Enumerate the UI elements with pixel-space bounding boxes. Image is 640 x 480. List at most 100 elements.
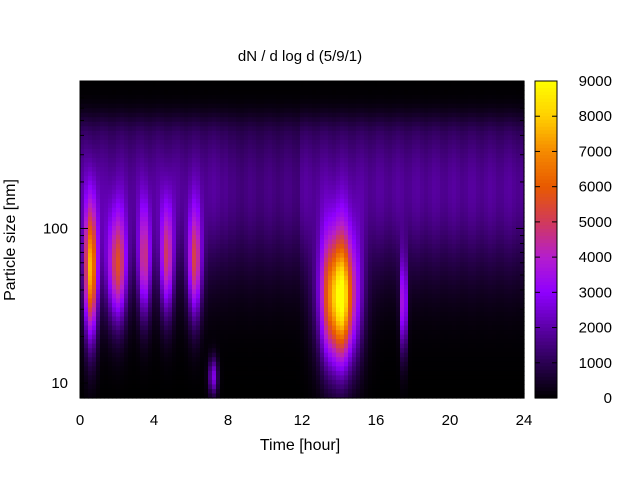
heatmap-cell bbox=[192, 352, 197, 358]
heatmap-cell bbox=[176, 239, 181, 245]
heatmap-cell bbox=[332, 225, 337, 232]
heatmap-cell bbox=[104, 153, 109, 159]
heatmap-cell bbox=[132, 262, 137, 268]
heatmap-cell bbox=[100, 185, 105, 191]
heatmap-cell bbox=[224, 126, 229, 132]
heatmap-cell bbox=[356, 361, 361, 367]
heatmap-cell bbox=[204, 307, 209, 313]
heatmap-cell bbox=[252, 388, 257, 395]
heatmap-cell bbox=[116, 171, 121, 177]
heatmap-cell bbox=[180, 148, 185, 155]
heatmap-cell bbox=[252, 316, 257, 322]
heatmap-cell bbox=[324, 108, 329, 114]
heatmap-cell bbox=[196, 112, 201, 118]
heatmap-cell bbox=[360, 234, 365, 241]
heatmap-cell bbox=[308, 171, 313, 177]
heatmap-cell bbox=[260, 289, 265, 295]
heatmap-cell bbox=[252, 126, 257, 132]
heatmap-cell bbox=[148, 157, 153, 164]
heatmap-cell bbox=[132, 357, 137, 363]
heatmap-cell bbox=[312, 180, 317, 186]
heatmap-cell bbox=[232, 85, 237, 91]
heatmap-cell bbox=[112, 339, 117, 345]
heatmap-cell bbox=[204, 167, 209, 173]
heatmap-cell bbox=[284, 171, 289, 177]
heatmap-cell bbox=[172, 94, 177, 100]
heatmap-cell bbox=[92, 185, 97, 191]
heatmap-cell bbox=[348, 203, 353, 209]
heatmap-cell bbox=[348, 393, 353, 399]
heatmap-cell bbox=[104, 275, 109, 281]
heatmap-cell bbox=[272, 139, 277, 145]
heatmap-cell bbox=[232, 171, 237, 177]
heatmap-cell bbox=[108, 130, 113, 136]
heatmap-cell bbox=[232, 234, 237, 241]
heatmap-cell bbox=[176, 271, 181, 277]
heatmap-cell bbox=[336, 239, 341, 245]
heatmap-cell bbox=[208, 126, 213, 132]
heatmap-cell bbox=[148, 207, 153, 213]
heatmap-cell bbox=[340, 316, 345, 322]
heatmap-cell bbox=[328, 325, 333, 331]
heatmap-cell bbox=[220, 85, 225, 91]
heatmap-cell bbox=[172, 262, 177, 268]
heatmap-cell bbox=[176, 257, 181, 263]
heatmap-cell bbox=[200, 126, 205, 132]
heatmap-cell bbox=[284, 289, 289, 295]
heatmap-cell bbox=[184, 139, 189, 145]
heatmap-cell bbox=[224, 307, 229, 313]
heatmap-cell bbox=[364, 135, 369, 141]
heatmap-cell bbox=[216, 171, 221, 177]
heatmap-cell bbox=[248, 112, 253, 118]
heatmap-cell bbox=[336, 230, 341, 236]
heatmap-cell bbox=[300, 230, 305, 236]
heatmap-cell bbox=[256, 216, 261, 222]
heatmap-cell bbox=[216, 99, 221, 105]
heatmap-cell bbox=[320, 212, 325, 218]
heatmap-cell bbox=[304, 139, 309, 145]
heatmap-cell bbox=[232, 94, 237, 100]
heatmap-cell bbox=[212, 298, 217, 304]
heatmap-cell bbox=[304, 234, 309, 241]
heatmap-cell bbox=[164, 216, 169, 222]
heatmap-cell bbox=[256, 302, 261, 309]
heatmap-cell bbox=[212, 135, 217, 141]
heatmap-cell bbox=[328, 121, 333, 127]
heatmap-cell bbox=[104, 266, 109, 272]
heatmap-cell bbox=[248, 221, 253, 227]
heatmap-cell bbox=[88, 339, 93, 345]
heatmap-cell bbox=[252, 348, 257, 354]
heatmap-cell bbox=[136, 117, 141, 123]
heatmap-cell bbox=[128, 185, 133, 191]
heatmap-cell bbox=[156, 361, 161, 367]
heatmap-cell bbox=[192, 108, 197, 114]
heatmap-cell bbox=[300, 126, 305, 132]
heatmap-cell bbox=[212, 271, 217, 277]
heatmap-cell bbox=[356, 302, 361, 309]
heatmap-cell bbox=[304, 81, 309, 87]
heatmap-cell bbox=[240, 221, 245, 227]
heatmap-cell bbox=[264, 176, 269, 182]
heatmap-cell bbox=[308, 388, 313, 395]
heatmap-cell bbox=[224, 298, 229, 304]
heatmap-cell bbox=[144, 280, 149, 286]
heatmap-cell bbox=[204, 271, 209, 277]
heatmap-cell bbox=[196, 343, 201, 349]
heatmap-cell bbox=[192, 370, 197, 376]
heatmap-cell bbox=[120, 108, 125, 114]
heatmap-cell bbox=[316, 298, 321, 304]
heatmap-cell bbox=[292, 275, 297, 281]
heatmap-cell bbox=[212, 221, 217, 227]
heatmap-cell bbox=[264, 126, 269, 132]
heatmap-cell bbox=[232, 366, 237, 372]
heatmap-cell bbox=[156, 103, 161, 109]
heatmap-cell bbox=[244, 266, 249, 272]
heatmap-cell bbox=[164, 384, 169, 390]
heatmap-cell bbox=[188, 99, 193, 105]
heatmap-cell bbox=[200, 203, 205, 209]
heatmap-cell bbox=[232, 253, 237, 259]
heatmap-cell bbox=[336, 135, 341, 141]
heatmap-cell bbox=[360, 253, 365, 259]
heatmap-cell bbox=[152, 225, 157, 232]
heatmap-cell bbox=[256, 162, 261, 168]
